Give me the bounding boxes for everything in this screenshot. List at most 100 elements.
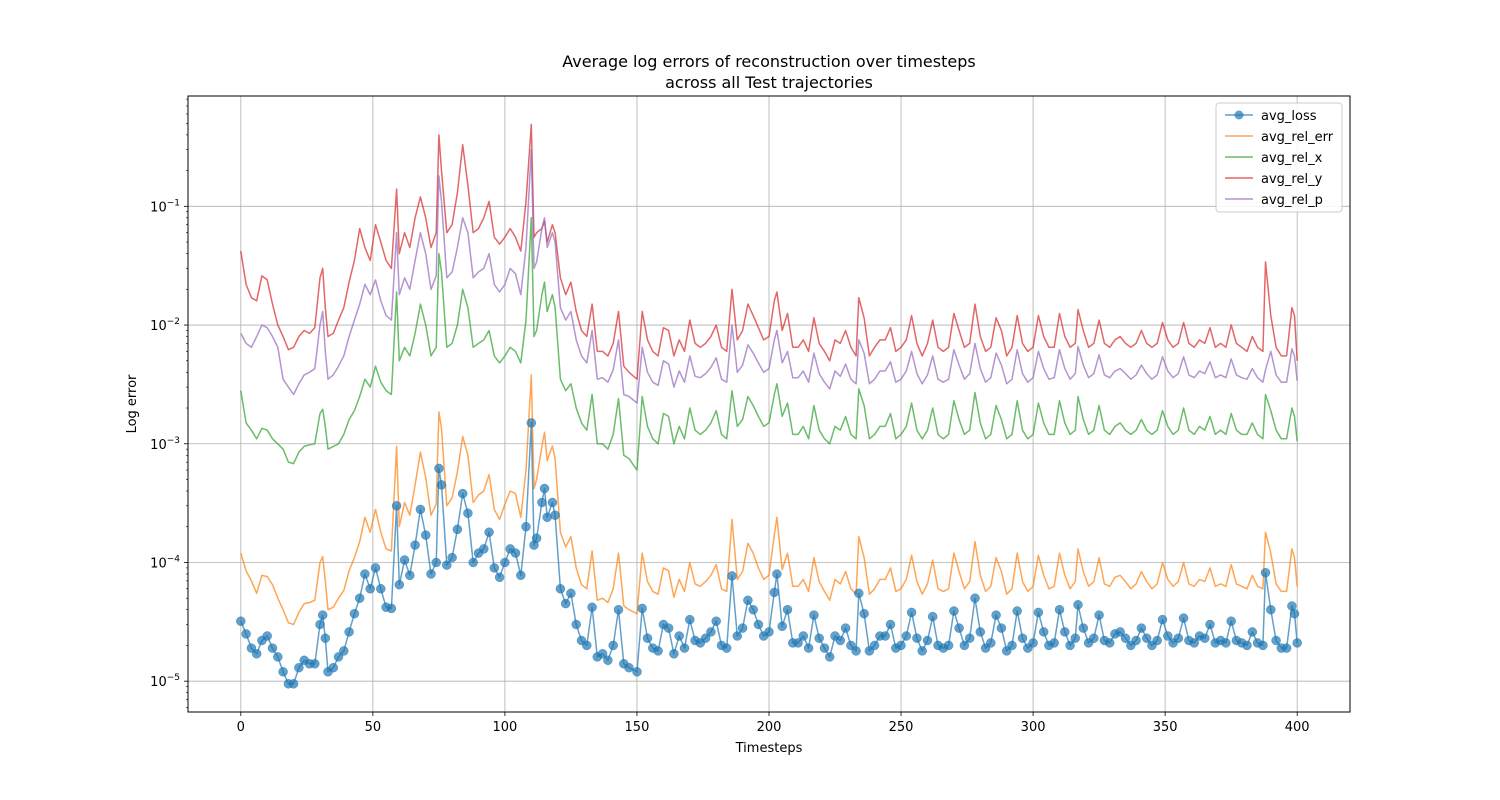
data-point [809,610,819,620]
data-point [777,621,787,632]
series-line-avg-rel-err [240,374,1298,626]
data-point [317,610,328,620]
data-point [550,510,560,520]
data-point [278,667,288,677]
data-point [772,569,782,579]
x-tick-label: 400 [1285,720,1310,735]
data-point [560,598,571,609]
data-point [405,570,415,581]
data-point [753,619,764,630]
data-point [1120,633,1131,643]
x-tick-label: 200 [757,720,782,735]
data-point [399,555,410,565]
data-point [1271,635,1281,646]
data-point [970,593,980,603]
data-point [262,631,272,641]
data-point [1007,640,1017,651]
data-point [360,569,370,579]
data-point [1028,638,1038,648]
data-point [1189,638,1199,648]
data-point [637,603,647,614]
data-point [603,655,613,666]
data-point [737,623,748,633]
data-point [642,633,653,643]
data-point [793,638,803,648]
data-point [489,563,500,573]
data-point [468,557,478,568]
data-point [273,652,283,662]
data-point [922,635,933,646]
data-point [1065,640,1075,651]
data-point [1038,627,1049,637]
data-point [516,570,526,581]
data-point [743,595,753,606]
data-point [943,640,954,651]
data-point [494,572,505,583]
y-axis: 10−5 10−4 10−3 10−2 10−1 [150,98,188,708]
data-point [555,584,566,594]
data-point [803,643,814,653]
legend: avg_loss avg_rel_err avg_rel_x avg_rel_yavg… [1215,102,1343,213]
data-point [917,646,927,656]
data-point [452,524,463,535]
data-point [479,544,489,554]
data-point [436,480,447,490]
data-point [1178,613,1189,623]
data-point [835,635,846,646]
data-point [1173,633,1184,643]
data-point [415,504,426,515]
data-point [885,619,896,630]
data-point [851,646,861,656]
legend-label: avg_rel_p [1261,193,1323,208]
data-point [587,602,597,612]
data-point [1289,608,1300,619]
data-point [1281,643,1292,653]
data-point [1054,604,1065,615]
data-point [547,497,558,508]
data-point [582,640,592,651]
data-point [1073,600,1083,610]
data-point [426,569,436,579]
data-point [711,616,721,626]
data-point [344,627,354,637]
data-point [1094,610,1104,620]
data-point [624,662,634,673]
data-point [896,640,906,651]
legend-label: avg_loss [1261,109,1317,124]
x-tick-label: 250 [889,720,914,735]
data-point [959,640,970,651]
data-point [597,649,608,659]
data-point [447,552,457,563]
data-point [727,571,737,581]
data-point [685,614,695,625]
data-point [539,483,550,494]
data-point [824,652,835,662]
data-point [370,563,381,573]
data-point [500,557,510,568]
data-point [236,616,246,626]
data-point [442,560,452,570]
data-point [333,652,344,662]
data-point [1247,627,1258,637]
legend-box [1215,102,1343,213]
data-point [1060,627,1070,637]
data-point [1033,607,1044,618]
data-point [798,631,809,641]
data-point [571,619,581,630]
data-point [410,540,420,550]
data-point [310,659,320,669]
x-axis-label: Timesteps [735,741,803,756]
data-point [294,662,304,673]
data-point [457,488,468,499]
data-point [706,627,716,637]
data-point [613,604,624,615]
data-point [1242,640,1252,651]
y-tick-label: 10−3 [150,436,180,453]
data-point [531,533,542,543]
data-point [354,593,365,603]
data-point [700,633,711,643]
data-point [1163,631,1173,641]
data-point [566,588,576,599]
data-point [1152,635,1162,646]
